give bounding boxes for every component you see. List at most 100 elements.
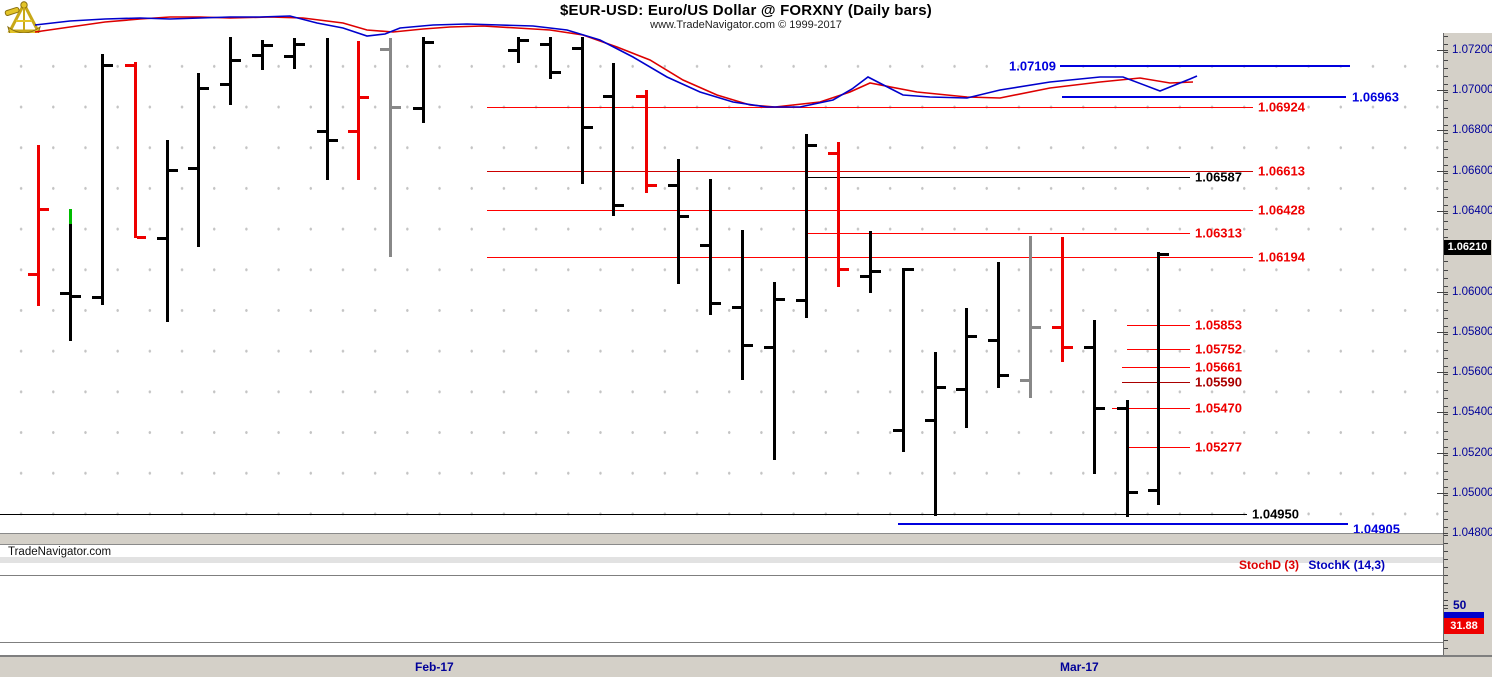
ohlc-bar[interactable]: [709, 179, 712, 315]
ohlc-bar[interactable]: [517, 37, 520, 63]
axis-minor-tick: [1444, 148, 1448, 150]
ohlc-open-tick: [540, 43, 549, 46]
ohlc-bar[interactable]: [965, 308, 968, 428]
ohlc-bar[interactable]: [677, 159, 680, 284]
axis-minor-tick: [1444, 430, 1448, 432]
ohlc-open-tick: [572, 47, 581, 50]
ohlc-close-tick: [1064, 346, 1073, 349]
ohlc-bar[interactable]: [69, 209, 72, 341]
ohlc-close-tick: [744, 344, 753, 347]
ohlc-bar[interactable]: [934, 352, 937, 516]
ohlc-bar[interactable]: [902, 268, 905, 452]
axis-minor-tick: [1444, 205, 1448, 207]
price-level-line: [1122, 382, 1190, 383]
ohlc-bar[interactable]: [773, 282, 776, 460]
axis-minor-tick: [1444, 639, 1448, 641]
axis-minor-tick: [1444, 478, 1448, 480]
axis-minor-tick: [1444, 406, 1448, 408]
ohlc-open-tick: [860, 275, 869, 278]
ohlc-open-tick: [732, 306, 741, 309]
price-level-line: [806, 177, 1190, 178]
ohlc-bar[interactable]: [101, 54, 104, 305]
price-level-label: 1.05277: [1195, 439, 1242, 455]
ohlc-bar[interactable]: [1126, 400, 1129, 517]
ohlc-bar[interactable]: [741, 230, 744, 380]
ohlc-close-tick: [1129, 491, 1138, 494]
ohlc-bar[interactable]: [197, 73, 200, 247]
ohlc-bar[interactable]: [357, 41, 360, 180]
ohlc-open-tick: [508, 49, 517, 52]
panel-separator[interactable]: [0, 533, 1443, 545]
price-chart-panel[interactable]: [0, 33, 1443, 533]
ohlc-bar[interactable]: [261, 40, 264, 70]
axis-major-tick: [1437, 171, 1448, 172]
stochastic-panel[interactable]: TradeNavigator.com StochD (3) StochK (14…: [0, 545, 1443, 655]
ohlc-close-tick: [840, 268, 849, 271]
ohlc-bar[interactable]: [389, 38, 392, 257]
price-level-label: 1.06313: [1195, 225, 1242, 241]
price-axis-label: 1.05800: [1452, 326, 1492, 338]
axis-minor-tick: [1444, 607, 1448, 609]
price-axis[interactable]: 1.07200 1.07000 1.06800 1.06600 1.06400 1.060…: [1437, 33, 1492, 655]
ohlc-bar[interactable]: [1157, 252, 1160, 505]
ohlc-bar[interactable]: [549, 37, 552, 79]
price-level-label: 1.05470: [1195, 400, 1242, 416]
date-axis[interactable]: Feb-17 Mar-17: [0, 655, 1492, 677]
ohlc-bar[interactable]: [581, 37, 584, 184]
ohlc-close-tick: [905, 268, 914, 271]
stochk-legend-label[interactable]: StochK (14,3): [1308, 558, 1385, 572]
axis-minor-tick: [1444, 301, 1448, 303]
axis-minor-tick: [1444, 502, 1448, 504]
axis-minor-tick: [1444, 60, 1448, 62]
price-level-line: [806, 233, 1190, 234]
ohlc-open-tick: [92, 296, 101, 299]
ohlc-bar[interactable]: [1029, 236, 1032, 398]
ohlc-bar[interactable]: [869, 231, 872, 293]
ohlc-open-tick: [1117, 407, 1126, 410]
ohlc-bar[interactable]: [805, 134, 808, 318]
ohlc-open-tick: [60, 292, 69, 295]
axis-minor-tick: [1444, 559, 1448, 561]
ohlc-close-tick: [712, 302, 721, 305]
price-level-label: 1.06924: [1258, 99, 1305, 115]
axis-major-tick: [1437, 372, 1448, 373]
stoch-upper-zone: [0, 557, 1443, 563]
ohlc-close-tick: [1160, 253, 1169, 256]
ohlc-bar[interactable]: [134, 62, 137, 238]
ohlc-open-tick: [317, 130, 326, 133]
price-axis-label: 1.06600: [1452, 165, 1492, 177]
ohlc-open-tick: [1052, 326, 1061, 329]
axis-minor-tick: [1444, 358, 1448, 359]
ohlc-open-tick: [348, 130, 357, 133]
ohlc-bar[interactable]: [37, 145, 40, 306]
ohlc-bar[interactable]: [166, 140, 169, 322]
ohlc-open-tick: [1084, 346, 1093, 349]
axis-minor-tick: [1444, 140, 1448, 142]
ohlc-bar[interactable]: [1061, 237, 1064, 362]
price-level-label: 1.06428: [1258, 202, 1305, 218]
ohlc-bar[interactable]: [997, 262, 1000, 388]
ohlc-bar[interactable]: [1093, 320, 1096, 474]
ohlc-bar[interactable]: [422, 37, 425, 123]
price-axis-label: 1.07200: [1452, 44, 1492, 56]
axis-minor-tick: [1444, 350, 1448, 351]
ohlc-bar[interactable]: [326, 38, 329, 180]
stochd-legend-label[interactable]: StochD (3): [1239, 558, 1299, 572]
axis-minor-tick: [1444, 68, 1448, 70]
axis-minor-tick: [1444, 293, 1448, 295]
price-level-line: [1122, 367, 1190, 368]
ohlc-bar[interactable]: [612, 63, 615, 216]
axis-minor-tick: [1444, 92, 1448, 94]
axis-minor-tick: [1444, 535, 1448, 537]
price-level-label: 1.07109: [1009, 58, 1056, 74]
ohlc-open-tick: [252, 54, 261, 57]
ohlc-bar[interactable]: [837, 142, 840, 287]
axis-major-tick: [1437, 493, 1448, 494]
ohlc-bar[interactable]: [293, 38, 296, 69]
axis-minor-tick: [1444, 277, 1448, 279]
ohlc-bar[interactable]: [645, 90, 648, 193]
ohlc-bar[interactable]: [229, 37, 232, 105]
axis-major-tick: [1437, 90, 1448, 91]
price-level-label: 1.04950: [1252, 506, 1299, 522]
axis-minor-tick: [1444, 156, 1448, 158]
